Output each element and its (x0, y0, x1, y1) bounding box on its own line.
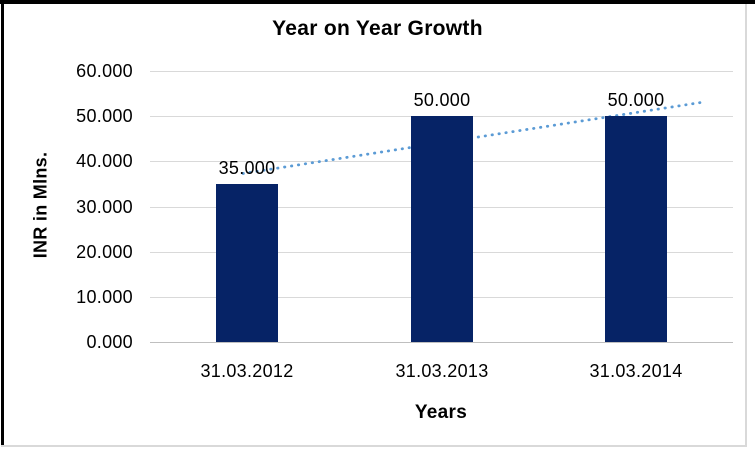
bar-data-label: 35.000 (218, 158, 276, 178)
bar-data-label: 50.000 (413, 90, 471, 110)
x-tick-label: 31.03.2013 (395, 361, 489, 381)
frame-border-right (745, 4, 747, 447)
y-tick-label: 20.000 (76, 242, 133, 262)
frame-border-left (1, 0, 4, 446)
y-tick-label: 50.000 (76, 106, 133, 126)
bar (605, 116, 667, 342)
y-tick-label: 0.000 (86, 332, 133, 352)
x-axis-line (150, 342, 733, 343)
frame-border-top (0, 0, 755, 4)
bar (216, 184, 278, 342)
chart-title: Year on Year Growth (272, 17, 483, 40)
x-axis-title: Years (414, 402, 468, 423)
y-tick-label: 30.000 (76, 197, 133, 217)
gridline (150, 71, 733, 72)
y-tick-label: 40.000 (76, 151, 133, 171)
y-tick-label: 60.000 (76, 61, 133, 81)
x-tick-label: 31.03.2012 (200, 361, 294, 381)
bar-data-label: 50.000 (607, 90, 665, 110)
bar (411, 116, 473, 342)
x-tick-label: 31.03.2014 (589, 361, 683, 381)
frame-border-bottom (1, 445, 747, 447)
y-tick-label: 10.000 (76, 287, 133, 307)
